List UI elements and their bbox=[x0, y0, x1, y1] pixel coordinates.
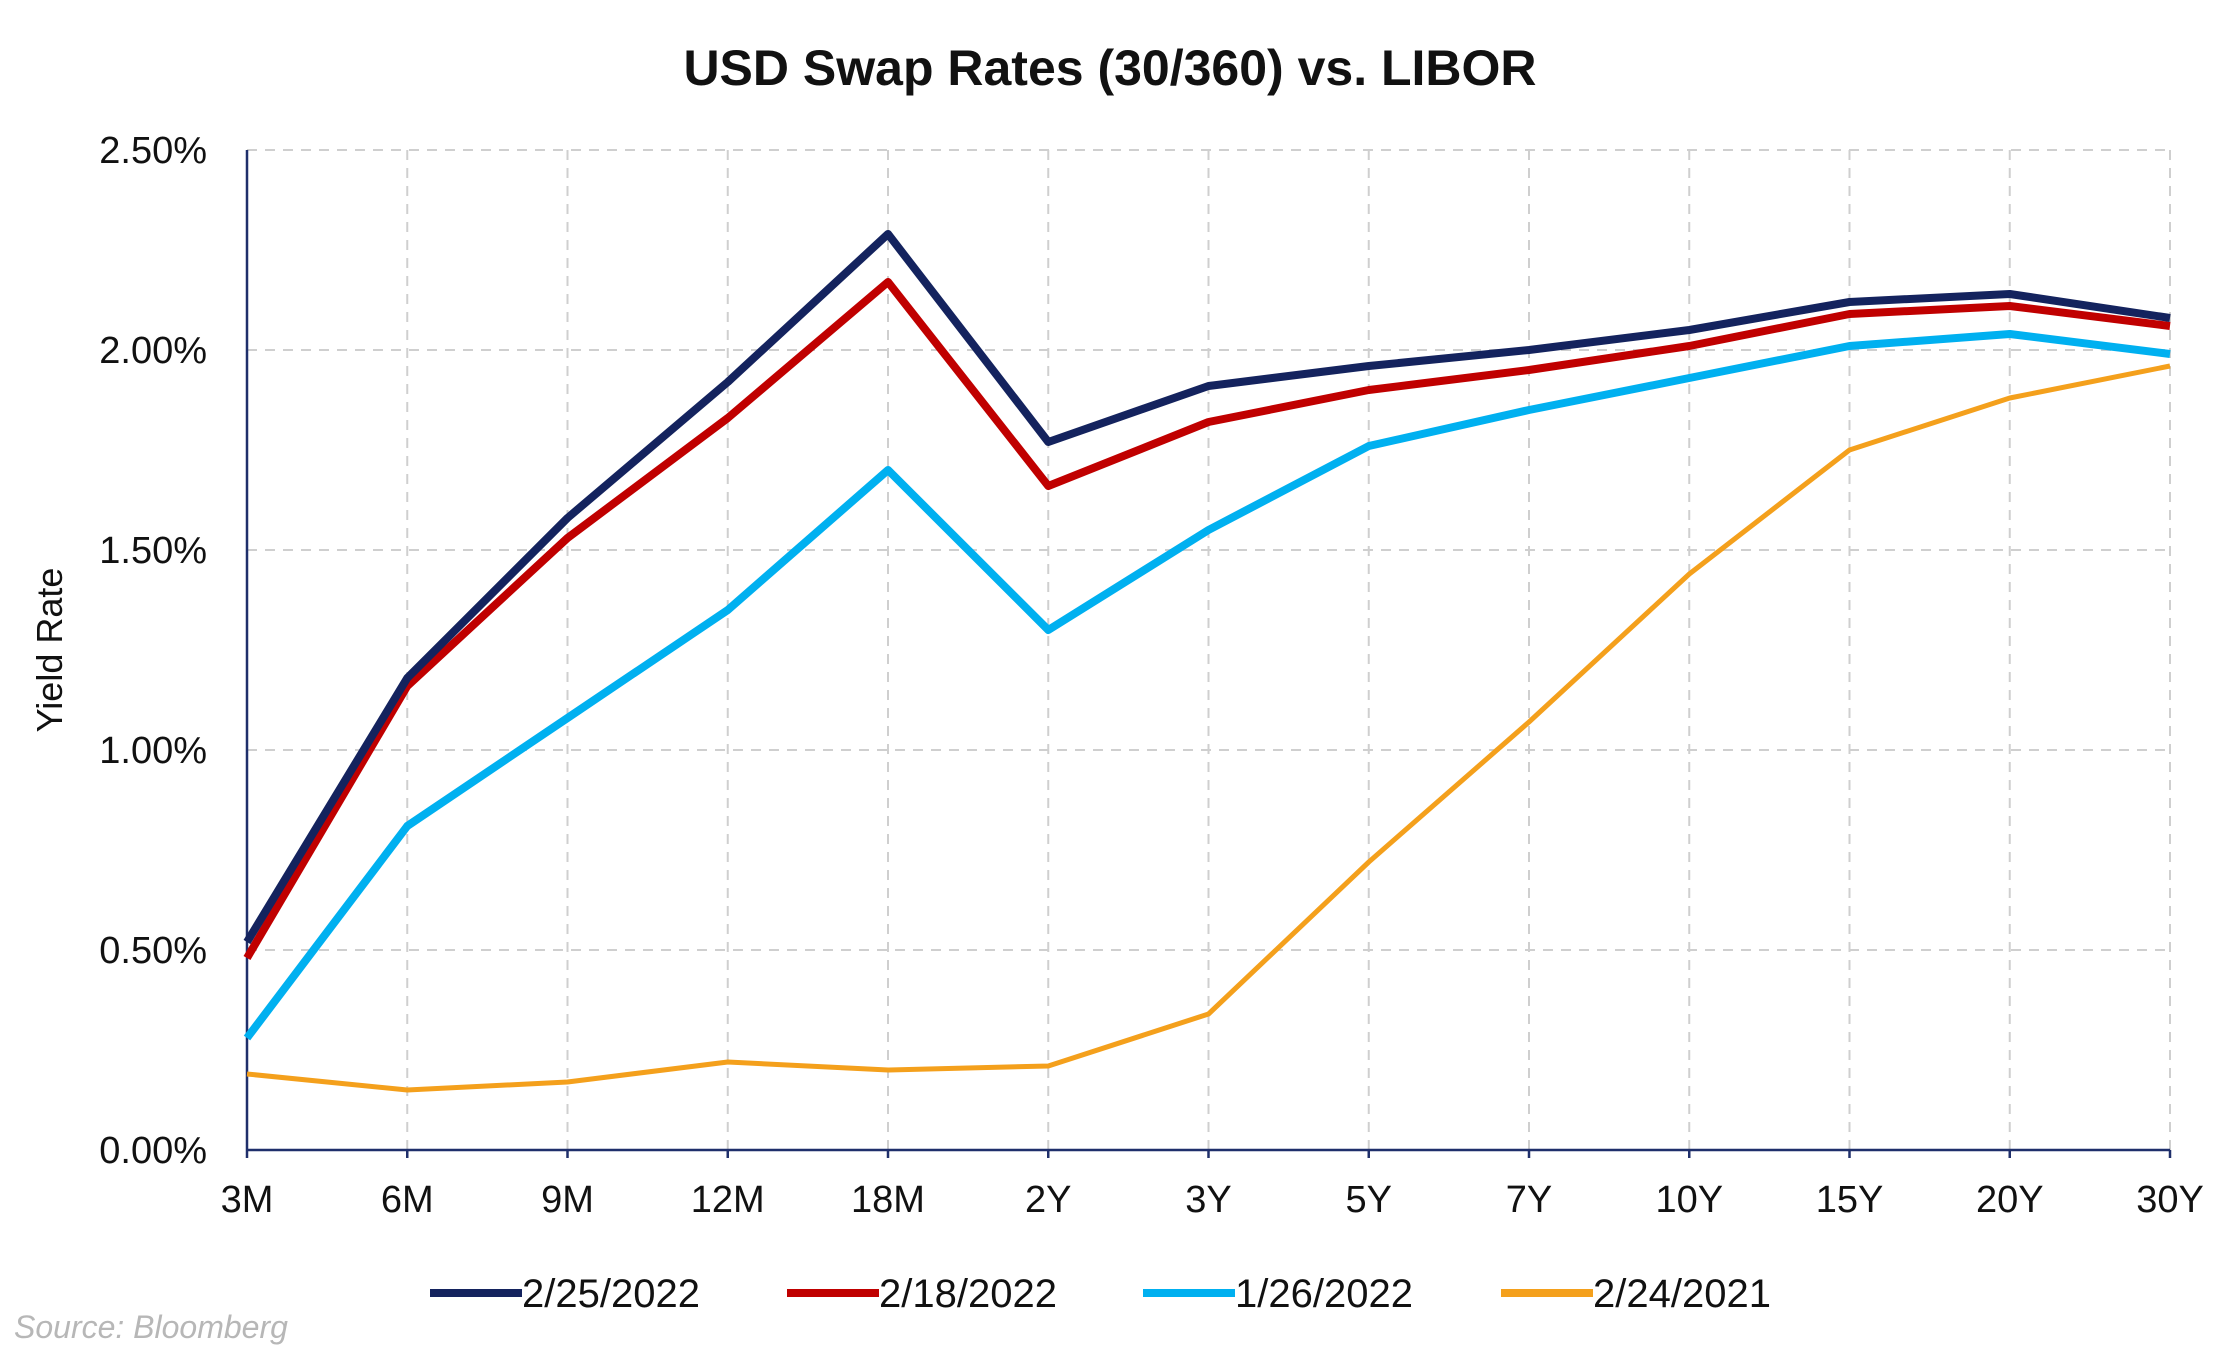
legend-label: 2/24/2021 bbox=[1593, 1272, 1771, 1316]
legend: 2/25/2022 2/18/2022 1/26/2022 2/24/2021 bbox=[430, 1272, 1771, 1316]
series-line bbox=[246, 363, 2171, 1093]
y-tick-label: 2.50% bbox=[99, 130, 207, 172]
x-tick-label: 20Y bbox=[1976, 1179, 2044, 1221]
gridlines bbox=[247, 149, 2171, 1150]
x-tick-label: 7Y bbox=[1506, 1179, 1552, 1221]
y-tick-label: 0.50% bbox=[99, 930, 207, 972]
y-tick-labels: 0.00% 0.50% 1.00% 1.50% 2.00% 2.50% bbox=[99, 130, 207, 1172]
y-tick-label: 2.00% bbox=[99, 330, 207, 372]
x-tick-label: 18M bbox=[851, 1179, 925, 1221]
x-tick-label: 15Y bbox=[1816, 1179, 1884, 1221]
series-lines bbox=[243, 230, 2171, 1093]
source-note: Source: Bloomberg bbox=[14, 1309, 288, 1345]
series-line bbox=[243, 278, 2171, 961]
x-tick-label: 10Y bbox=[1655, 1179, 1723, 1221]
x-tick-label: 5Y bbox=[1346, 1179, 1392, 1221]
x-tick-label: 30Y bbox=[2136, 1179, 2204, 1221]
x-tick-label: 9M bbox=[541, 1179, 594, 1221]
chart-title: USD Swap Rates (30/360) vs. LIBOR bbox=[683, 40, 1536, 96]
y-tick-label: 1.00% bbox=[99, 730, 207, 772]
x-tick-label: 2Y bbox=[1025, 1179, 1071, 1221]
legend-label: 2/25/2022 bbox=[522, 1272, 700, 1316]
axes bbox=[245, 150, 2172, 1158]
legend-label: 2/18/2022 bbox=[879, 1272, 1057, 1316]
series-line bbox=[243, 330, 2171, 1041]
x-tick-label: 3M bbox=[221, 1179, 274, 1221]
x-tick-label: 6M bbox=[381, 1179, 434, 1221]
legend-label: 1/26/2022 bbox=[1235, 1272, 1413, 1316]
x-tick-label: 12M bbox=[691, 1179, 765, 1221]
y-tick-label: 1.50% bbox=[99, 530, 207, 572]
y-tick-label: 0.00% bbox=[99, 1130, 207, 1172]
y-axis-label: Yield Rate bbox=[29, 568, 70, 733]
x-tick-labels: 3M 6M 9M 12M 18M 2Y 3Y 5Y 7Y 10Y 15Y 20Y 30Y bbox=[221, 1179, 2204, 1221]
x-tick-label: 3Y bbox=[1185, 1179, 1231, 1221]
series-line bbox=[243, 230, 2171, 945]
